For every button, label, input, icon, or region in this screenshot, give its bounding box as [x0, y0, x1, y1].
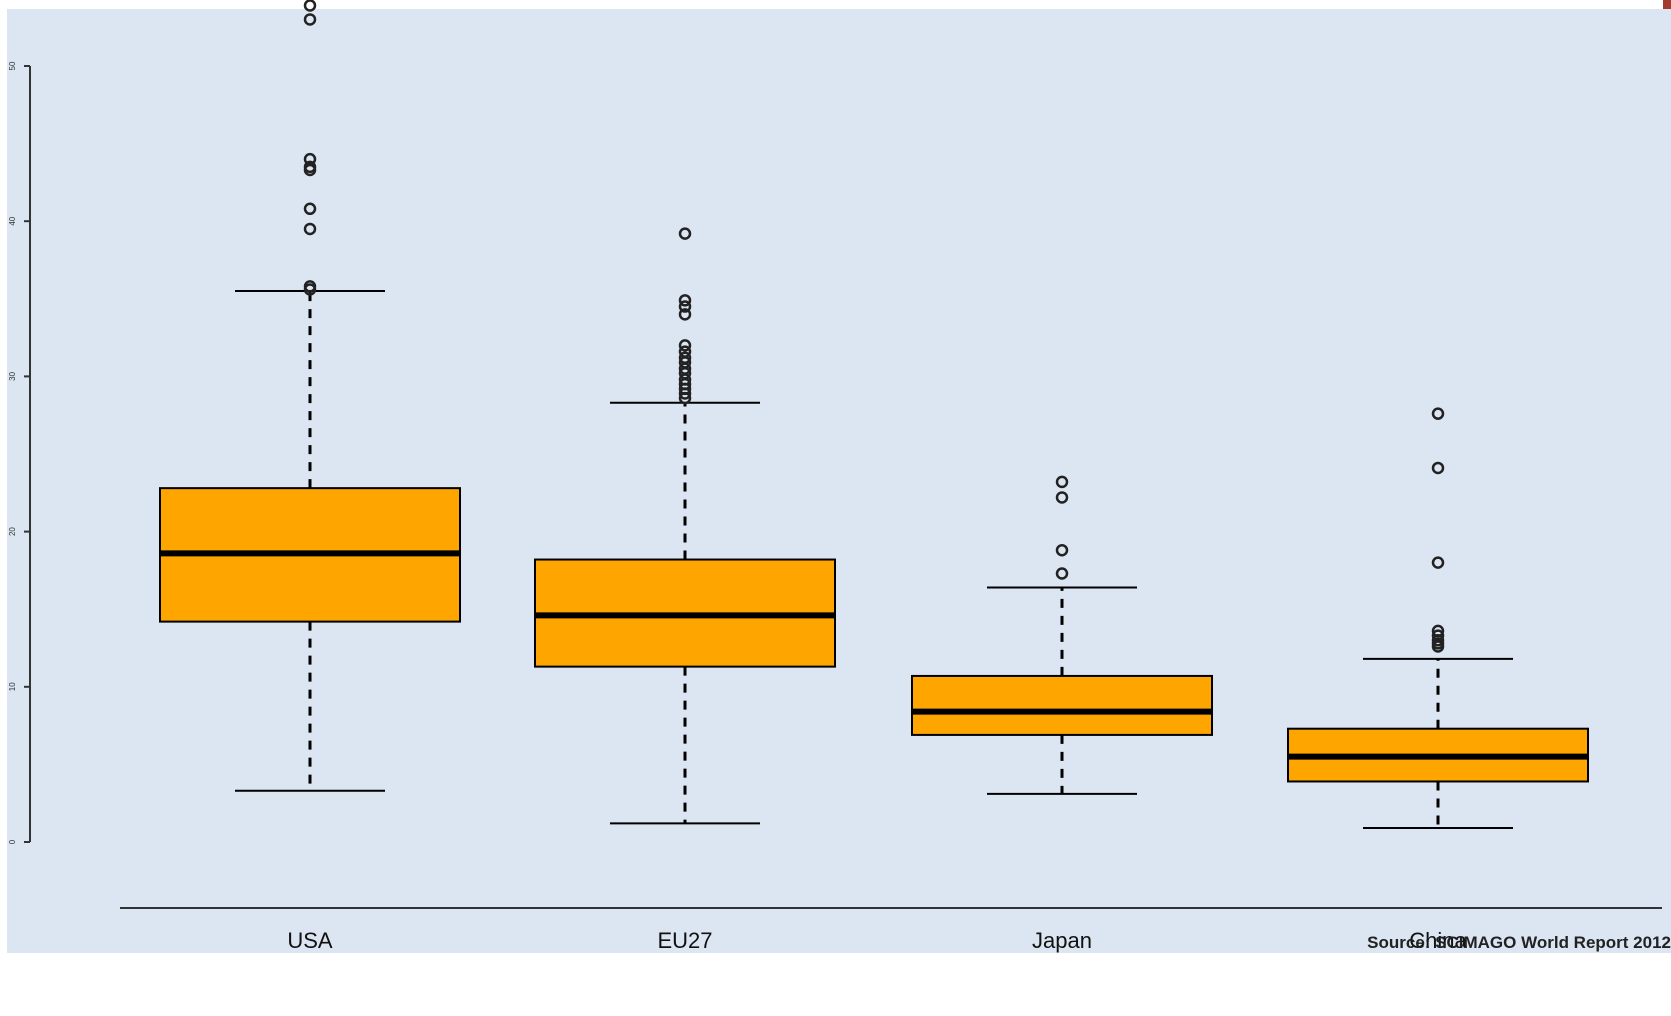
corner-mark — [1663, 0, 1671, 9]
china-outlier-1 — [1431, 461, 1445, 475]
eu27-outlier-1 — [678, 294, 692, 307]
japan-outlier-1 — [1055, 491, 1069, 504]
usa-outlier-8 — [303, 283, 317, 296]
usa-outlier-0 — [303, 0, 317, 12]
y-tick-label-10: 10 — [8, 682, 17, 691]
category-label-usa: USA — [287, 928, 333, 953]
china-outlier-0 — [1431, 407, 1445, 420]
y-tick-label-50: 50 — [8, 61, 17, 70]
y-tick-label-40: 40 — [8, 216, 17, 225]
y-tick-label-0: 0 — [8, 839, 17, 844]
china-outlier-2 — [1431, 556, 1445, 569]
usa-outlier-5 — [303, 202, 317, 216]
japan-outlier-0 — [1055, 475, 1069, 489]
eu27-outlier-2 — [678, 300, 692, 313]
eu27-outlier-13 — [678, 387, 692, 400]
source-note: Source: SCIMAGO World Report 2012 — [1367, 933, 1671, 952]
plot-panel — [7, 9, 1671, 953]
category-label-japan: Japan — [1032, 928, 1092, 953]
eu27-outlier-4 — [678, 339, 692, 352]
eu27-outlier-14 — [678, 391, 692, 405]
usa-outlier-6 — [303, 222, 317, 236]
category-label-china: China — [1409, 928, 1467, 953]
category-label-eu27: EU27 — [657, 928, 712, 953]
china-outlier-7 — [1431, 640, 1445, 653]
usa-outlier-4 — [303, 163, 317, 177]
y-tick-label-20: 20 — [8, 527, 17, 536]
eu27-outlier-0 — [678, 227, 692, 240]
japan-outlier-2 — [1055, 543, 1069, 557]
eu27-outlier-3 — [678, 308, 692, 321]
japan-outlier-3 — [1055, 567, 1069, 580]
usa-outlier-1 — [303, 13, 317, 26]
y-tick-label-30: 30 — [8, 371, 17, 380]
japan-box — [911, 674, 1213, 736]
